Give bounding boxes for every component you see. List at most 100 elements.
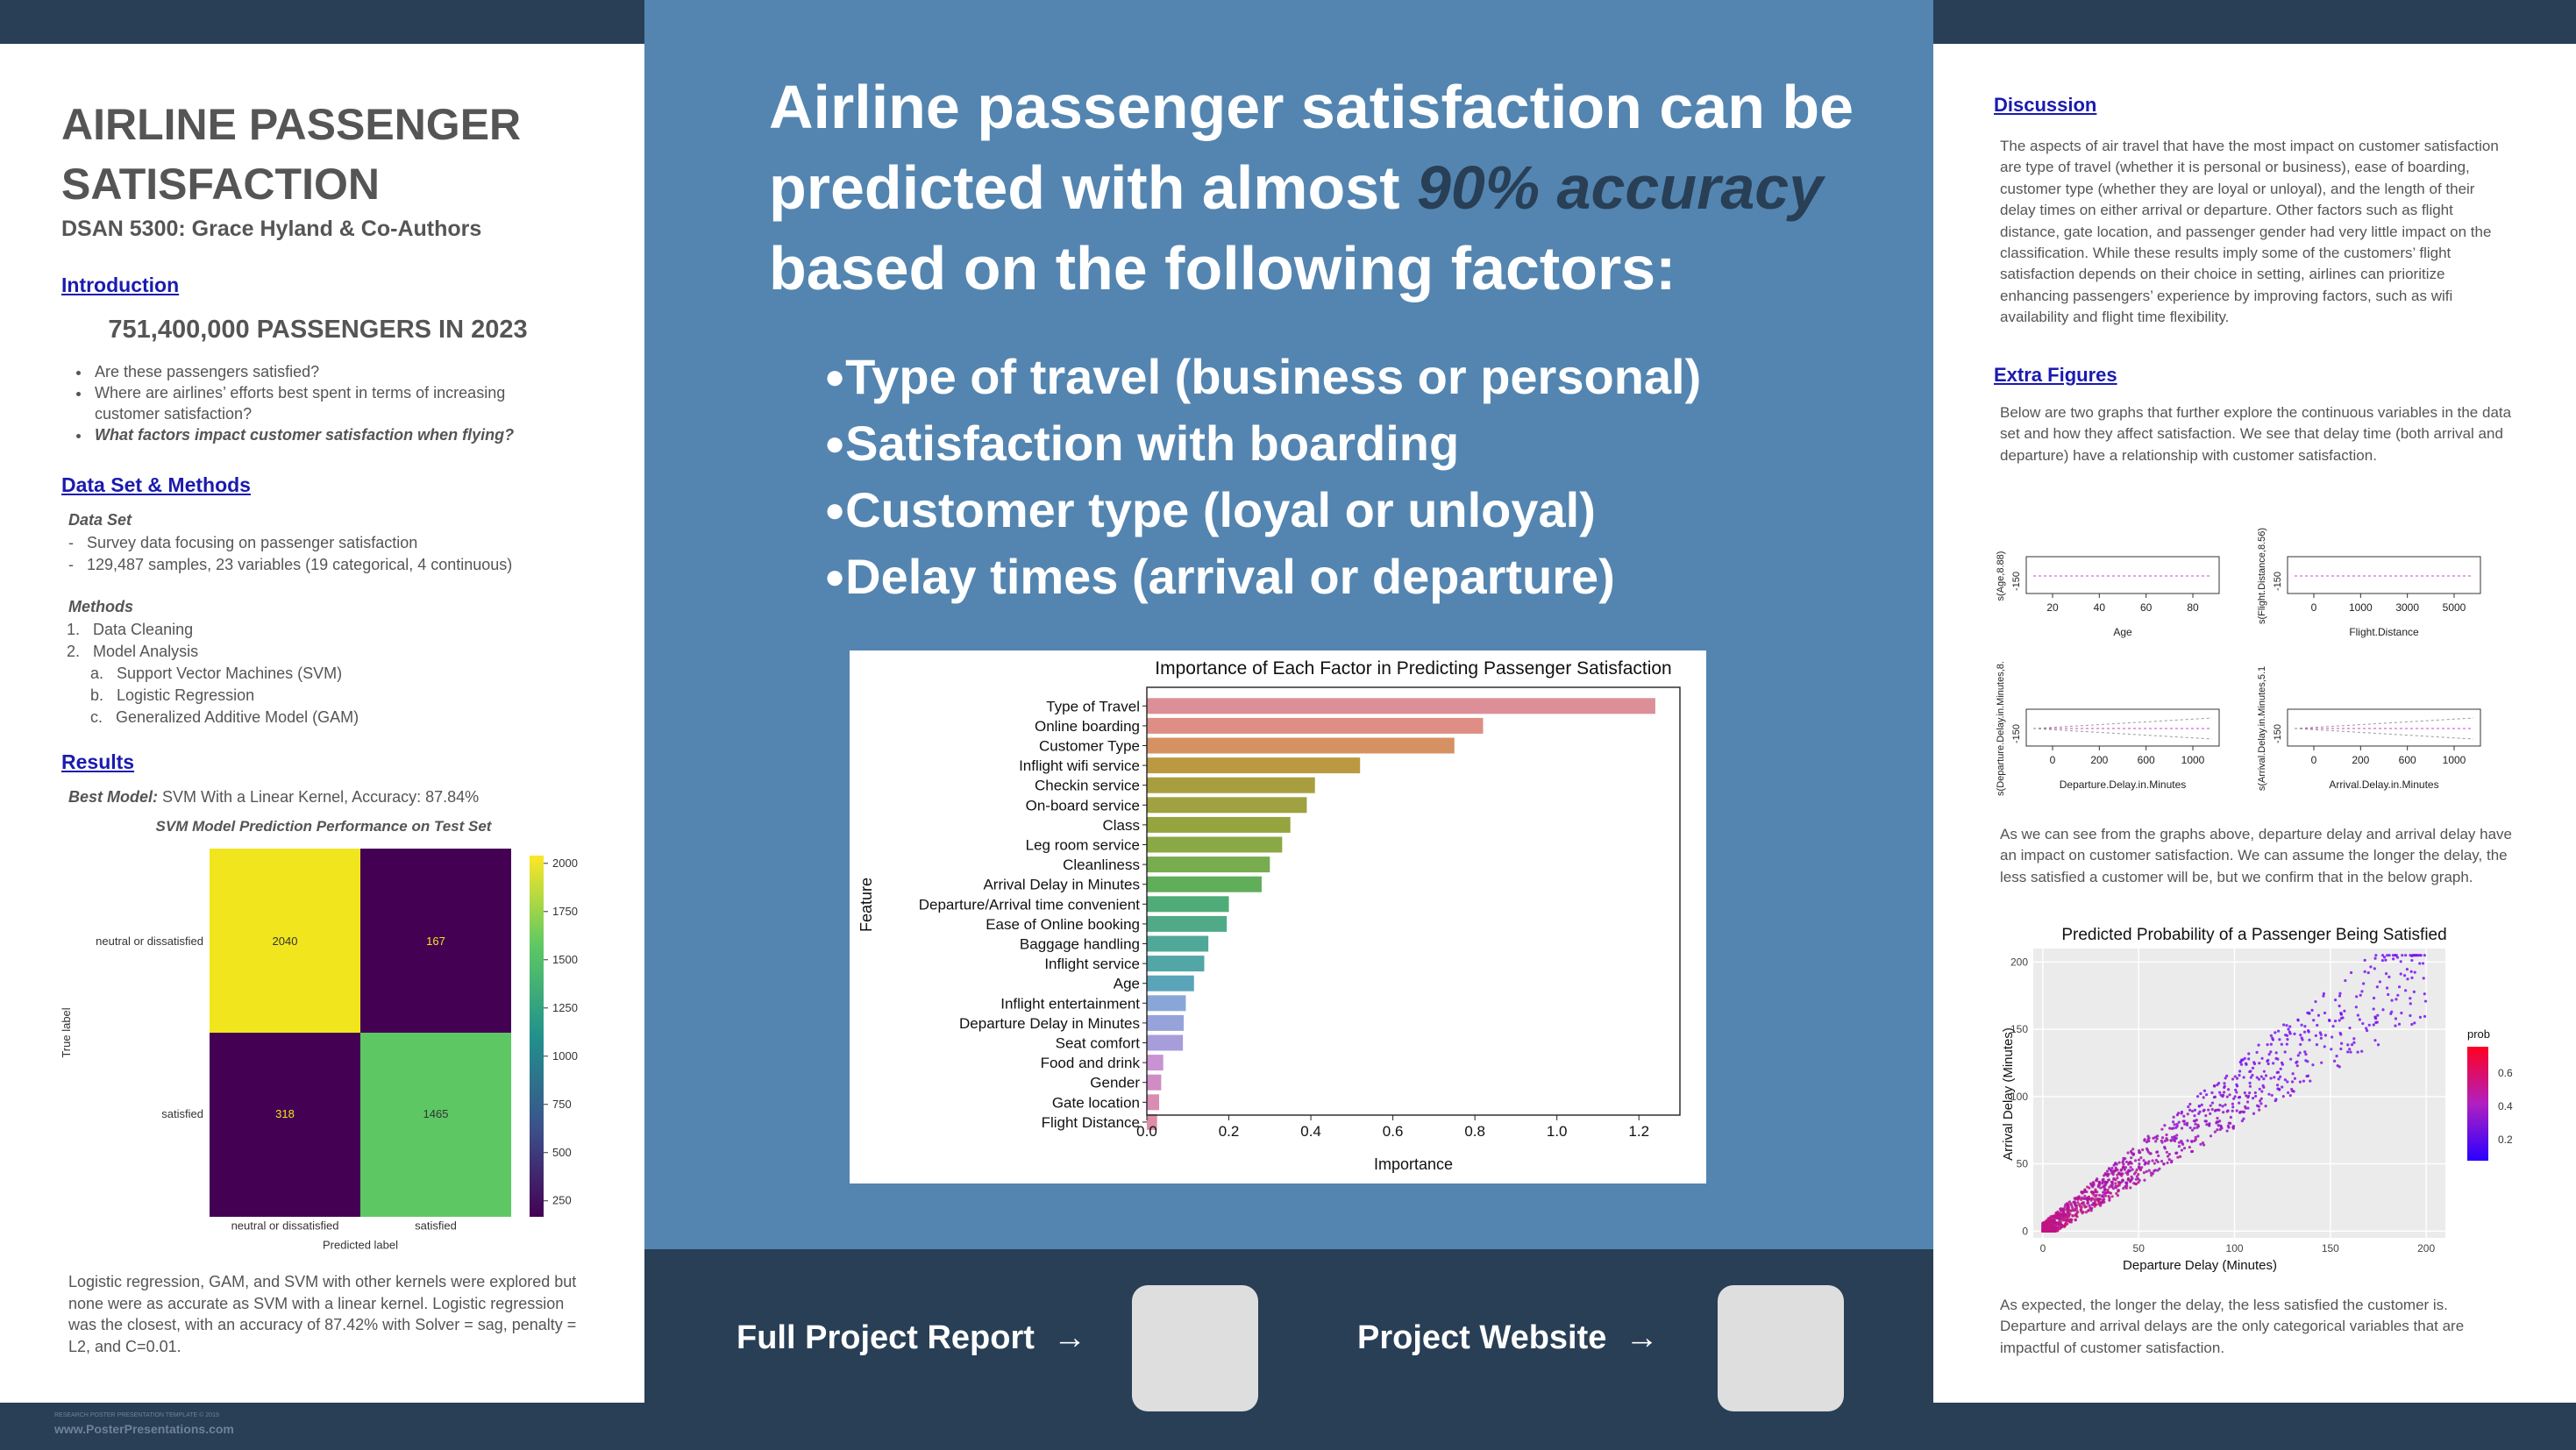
intro-bullets: Are these passengers satisfied? Where ar… (61, 361, 570, 445)
scatter-point (2392, 957, 2395, 961)
importance-category-label: Cleanliness (1063, 856, 1140, 873)
importance-category-label: On-board service (1026, 797, 1140, 814)
scatter-point (2380, 954, 2385, 957)
scatter-point (2323, 1045, 2326, 1048)
scatter-legend-tick: 0.4 (2498, 1100, 2513, 1112)
importance-category-label: Inflight wifi service (1019, 757, 1140, 774)
scatter-point (2376, 1013, 2380, 1017)
scatter-point (2131, 1148, 2135, 1151)
intro-bullet: What factors impact customer satisfactio… (91, 424, 570, 445)
method-subitem: c. Generalized Additive Model (GAM) (90, 708, 359, 726)
extra-figures-heading[interactable]: Extra Figures (1994, 364, 2117, 386)
gam-panel-frame (2025, 708, 2220, 747)
scatter-point (2092, 1182, 2096, 1185)
importance-chart-panel: Importance of Each Factor in Predicting … (850, 650, 1706, 1183)
scatter-point (2116, 1173, 2119, 1176)
results-heading[interactable]: Results (61, 750, 135, 773)
scatter-point (2174, 1151, 2178, 1155)
website-qr-code[interactable] (1718, 1285, 1844, 1411)
scatter-point (2224, 1077, 2227, 1080)
scatter-point (2273, 1076, 2276, 1079)
importance-category-label: Inflight service (1044, 956, 1140, 972)
cm-colorbar-label: 1750 (552, 905, 578, 918)
scatter-point (2339, 1047, 2343, 1051)
scatter-point (2202, 1096, 2205, 1099)
scatter-point (2300, 1036, 2303, 1040)
scatter-point (2385, 986, 2389, 990)
methods-heading[interactable]: Data Set & Methods (61, 473, 251, 496)
importance-bar (1147, 1055, 1163, 1071)
scatter-point (2083, 1194, 2087, 1198)
scatter-point (2218, 1103, 2222, 1107)
scatter-point (2290, 1080, 2295, 1084)
gam-panel-frame (2287, 708, 2481, 747)
best-model: Best Model: SVM With a Linear Kernel, Ac… (68, 788, 480, 806)
importance-category-label: Inflight entertainment (1000, 995, 1140, 1012)
scatter-point (2298, 1051, 2302, 1055)
discussion-heading[interactable]: Discussion (1994, 94, 2097, 116)
scatter-point (2302, 1079, 2306, 1083)
scatter-point (2225, 1095, 2229, 1098)
gam-ci-line (2294, 728, 2474, 740)
scatter-point (2083, 1188, 2087, 1192)
scatter-point (2056, 1226, 2060, 1230)
scatter-point (2190, 1109, 2195, 1113)
scatter-point (2193, 1114, 2196, 1118)
scatter-point (2251, 1066, 2255, 1070)
scatter-point (2105, 1169, 2110, 1173)
headline-text: based on the following factors: (769, 234, 1676, 302)
importance-bar (1147, 995, 1186, 1012)
method-subitem: a. Support Vector Machines (SVM) (90, 665, 343, 682)
project-website-link[interactable]: Project Website → (1357, 1319, 1659, 1356)
scatter-point (2310, 1008, 2314, 1012)
scatter-point (2257, 1043, 2260, 1047)
importance-category-label: Type of Travel (1046, 698, 1140, 714)
importance-category-label: Arrival Delay in Minutes (983, 877, 1140, 893)
scatter-point (2188, 1102, 2192, 1106)
methods-label: Methods (68, 598, 133, 615)
importance-bar (1147, 975, 1194, 992)
scatter-point (2378, 980, 2382, 984)
scatter-point (2175, 1134, 2179, 1137)
scatter-panel: 0 50 100 150 200 0 50 100 150 200 (2010, 949, 2445, 1255)
scatter-point (2202, 1109, 2205, 1112)
scatter-point (2142, 1159, 2145, 1162)
scatter-point (2175, 1113, 2179, 1117)
scatter-point (2204, 1114, 2208, 1118)
scatter-point (2259, 1099, 2262, 1103)
scatter-point (2397, 1022, 2402, 1026)
full-report-link[interactable]: Full Project Report → (737, 1319, 1087, 1356)
scatter-point (2114, 1168, 2117, 1171)
scatter-point (2271, 1036, 2274, 1040)
scatter-point (2069, 1209, 2073, 1212)
cm-value: 167 (426, 935, 445, 948)
gam-xlabel: Age (2113, 626, 2132, 638)
template-url[interactable]: www.PosterPresentations.com (54, 1422, 234, 1436)
scatter-point (2372, 996, 2376, 1000)
scatter-point (2066, 1208, 2069, 1212)
scatter-point (2147, 1169, 2151, 1172)
importance-bar (1147, 1113, 1157, 1130)
scatter-point (2148, 1152, 2152, 1155)
scatter-point (2229, 1115, 2232, 1119)
scatter-point (2074, 1218, 2077, 1221)
scatter-point (2290, 1087, 2294, 1091)
report-qr-code[interactable] (1132, 1285, 1258, 1411)
scatter-point (2195, 1095, 2200, 1098)
introduction-heading[interactable]: Introduction (61, 274, 180, 296)
scatter-point (2225, 1110, 2229, 1113)
scatter-point (2199, 1142, 2202, 1146)
scatter-xtick-label: 100 (2226, 1242, 2244, 1255)
gam-ylabel: s(Arrival.Delay.in.Minutes,5.1 (2257, 666, 2267, 791)
importance-category-label: Gate location (1052, 1094, 1140, 1111)
scatter-ytick-label: 50 (2017, 1158, 2029, 1170)
factor-item: Satisfaction with boarding (824, 410, 1701, 477)
scatter-point (2050, 1229, 2053, 1233)
scatter-point (2193, 1127, 2196, 1130)
scatter-point (2422, 977, 2425, 980)
scatter-point (2160, 1127, 2164, 1131)
scatter-point (2279, 1075, 2282, 1078)
data-set-item: - 129,487 samples, 23 variables (19 cate… (68, 556, 513, 573)
scatter-point (2259, 1102, 2263, 1105)
scatter-point (2289, 1057, 2293, 1061)
